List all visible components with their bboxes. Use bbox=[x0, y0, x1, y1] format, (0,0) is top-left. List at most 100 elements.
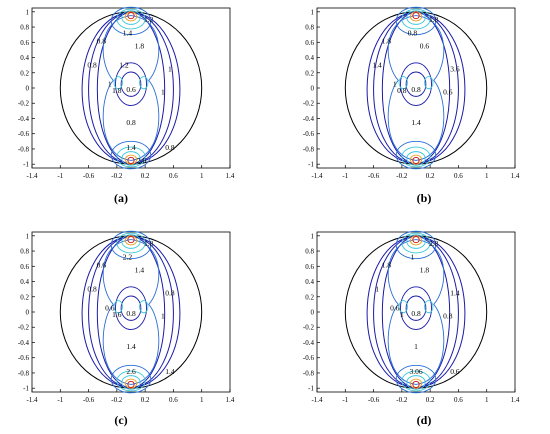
contour-line bbox=[110, 364, 152, 394]
contour-label: 0.6 bbox=[390, 304, 400, 313]
x-tick-label: 1.4 bbox=[511, 396, 520, 404]
y-tick-label: 0.2 bbox=[305, 293, 314, 301]
contour-label: 2.6 bbox=[137, 156, 147, 165]
contour-line bbox=[127, 12, 135, 20]
contour-label: 1 bbox=[161, 87, 165, 96]
contour-line bbox=[424, 300, 434, 314]
contour-label: 1.4 bbox=[123, 29, 133, 38]
x-tick-label: 0.2 bbox=[426, 172, 435, 180]
y-tick-label: -0.6 bbox=[303, 354, 315, 362]
y-tick-label: -0.6 bbox=[18, 130, 30, 138]
contour-label: 0.8 bbox=[408, 29, 418, 38]
y-tick-label: -0.6 bbox=[303, 130, 315, 138]
contour-label: 1.4 bbox=[372, 61, 382, 70]
contour-label: 1.8 bbox=[135, 42, 145, 51]
contour-svg: -1.4 -1 -0.6 -0.2 0.2 0.6 1 1.410.80.60.40.20-0… bbox=[18, 6, 235, 180]
contour-line bbox=[401, 146, 431, 168]
y-tick-label: 0.6 bbox=[20, 39, 29, 47]
y-tick-label: 0.4 bbox=[20, 54, 29, 62]
contour-line bbox=[412, 156, 420, 164]
y-tick-label: -0.4 bbox=[18, 115, 30, 123]
contour-svg: -1.4 -1 -0.6 -0.2 0.2 0.6 1 1.410.80.60.40.20-0… bbox=[303, 230, 520, 404]
contour-line bbox=[121, 151, 141, 166]
contour-line bbox=[401, 232, 431, 254]
contour-line bbox=[401, 8, 431, 30]
contour-line bbox=[110, 6, 152, 36]
contour-label: 2.8 bbox=[429, 239, 439, 248]
contour-line bbox=[412, 380, 420, 388]
x-tick-label: -0.6 bbox=[83, 396, 95, 404]
contour-label: 1 bbox=[393, 80, 397, 89]
contour-line bbox=[409, 154, 423, 165]
contour-line bbox=[405, 71, 427, 97]
contour-label: 0.8 bbox=[126, 309, 136, 318]
contour-label: 0.8 bbox=[97, 36, 107, 45]
contour-label: 0.8 bbox=[443, 311, 453, 320]
x-tick-label: -1.4 bbox=[26, 396, 38, 404]
contour-line bbox=[110, 140, 152, 170]
x-tick-label: -0.6 bbox=[368, 396, 380, 404]
contour-line bbox=[406, 234, 426, 249]
x-tick-label: 0.2 bbox=[141, 396, 150, 404]
contour-label: 2.2 bbox=[123, 253, 133, 262]
contour-line bbox=[110, 230, 152, 260]
y-tick-label: -0.2 bbox=[18, 324, 30, 332]
x-tick-label: -0.6 bbox=[368, 172, 380, 180]
contour-label: 1 bbox=[168, 64, 172, 73]
contour-line bbox=[127, 236, 135, 244]
contour-label: 1.2 bbox=[144, 15, 154, 24]
x-tick-label: -1.4 bbox=[311, 172, 323, 180]
contour-line bbox=[406, 10, 426, 25]
contour-label: 0.8 bbox=[397, 86, 407, 95]
x-tick-label: -1 bbox=[342, 172, 348, 180]
contour-line bbox=[139, 76, 149, 90]
contour-label: 0.8 bbox=[411, 85, 421, 94]
contour-svg: -1.4 -1 -0.6 -0.2 0.2 0.6 1 1.410.80.60.40.20-0… bbox=[303, 6, 520, 180]
contour-line bbox=[398, 76, 408, 90]
y-tick-label: -0.8 bbox=[18, 369, 30, 377]
contour-label: 3.6 bbox=[450, 64, 460, 73]
contour-line bbox=[124, 235, 138, 246]
x-tick-label: -0.2 bbox=[396, 396, 408, 404]
caption-a: (a) bbox=[114, 191, 128, 205]
contour-label: 1 bbox=[411, 253, 415, 262]
x-tick-label: -1 bbox=[342, 396, 348, 404]
contour-line bbox=[399, 286, 433, 330]
y-tick-label: 0.8 bbox=[305, 24, 314, 32]
y-tick-label: 0.8 bbox=[20, 24, 29, 32]
contour-label: 1 bbox=[414, 342, 418, 351]
contour-line bbox=[387, 239, 445, 385]
contour-line bbox=[139, 300, 149, 314]
contour-label: 0.8 bbox=[87, 61, 97, 70]
contour-label: 1.4 bbox=[126, 143, 136, 152]
contour-label: 1.8 bbox=[429, 15, 439, 24]
contour-label: 1.2 bbox=[119, 61, 129, 70]
x-tick-label: 1 bbox=[485, 172, 489, 180]
contour-line bbox=[399, 62, 433, 106]
contour-plot-a: -1.4 -1 -0.6 -0.2 0.2 0.6 1 1.4 1 0.8 0.6 0.4 0.2 0 -0… bbox=[0, 0, 250, 186]
x-tick-label: 0.2 bbox=[426, 396, 435, 404]
contour-line bbox=[121, 234, 141, 249]
x-tick-label: 0.6 bbox=[169, 172, 178, 180]
contour-line bbox=[412, 236, 420, 244]
contour-line bbox=[124, 154, 138, 165]
y-tick-label: 0.2 bbox=[20, 293, 29, 301]
contour-label: 1.8 bbox=[382, 260, 392, 269]
contour-label: 1.6 bbox=[112, 310, 122, 319]
y-tick-label: 0.6 bbox=[20, 263, 29, 271]
y-tick-label: -1 bbox=[308, 161, 314, 169]
contour-line bbox=[121, 375, 141, 390]
x-tick-label: -1 bbox=[57, 172, 63, 180]
contour-line bbox=[121, 10, 141, 25]
contour-line bbox=[102, 239, 160, 385]
caption-c: (c) bbox=[114, 413, 128, 427]
y-tick-label: 0 bbox=[311, 85, 315, 93]
y-tick-label: 0.6 bbox=[305, 263, 314, 271]
contour-label: 3.06 bbox=[409, 367, 422, 376]
contour-line bbox=[406, 151, 426, 166]
x-tick-label: -1.4 bbox=[26, 172, 38, 180]
caption-d: (d) bbox=[416, 413, 432, 427]
contour-label: 1.4 bbox=[411, 118, 421, 127]
y-tick-label: 0.4 bbox=[20, 278, 29, 286]
y-tick-label: -0.2 bbox=[18, 100, 30, 108]
